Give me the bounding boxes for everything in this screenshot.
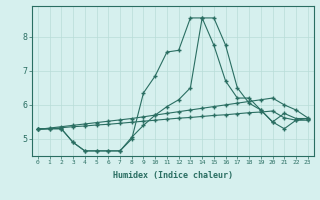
- X-axis label: Humidex (Indice chaleur): Humidex (Indice chaleur): [113, 171, 233, 180]
